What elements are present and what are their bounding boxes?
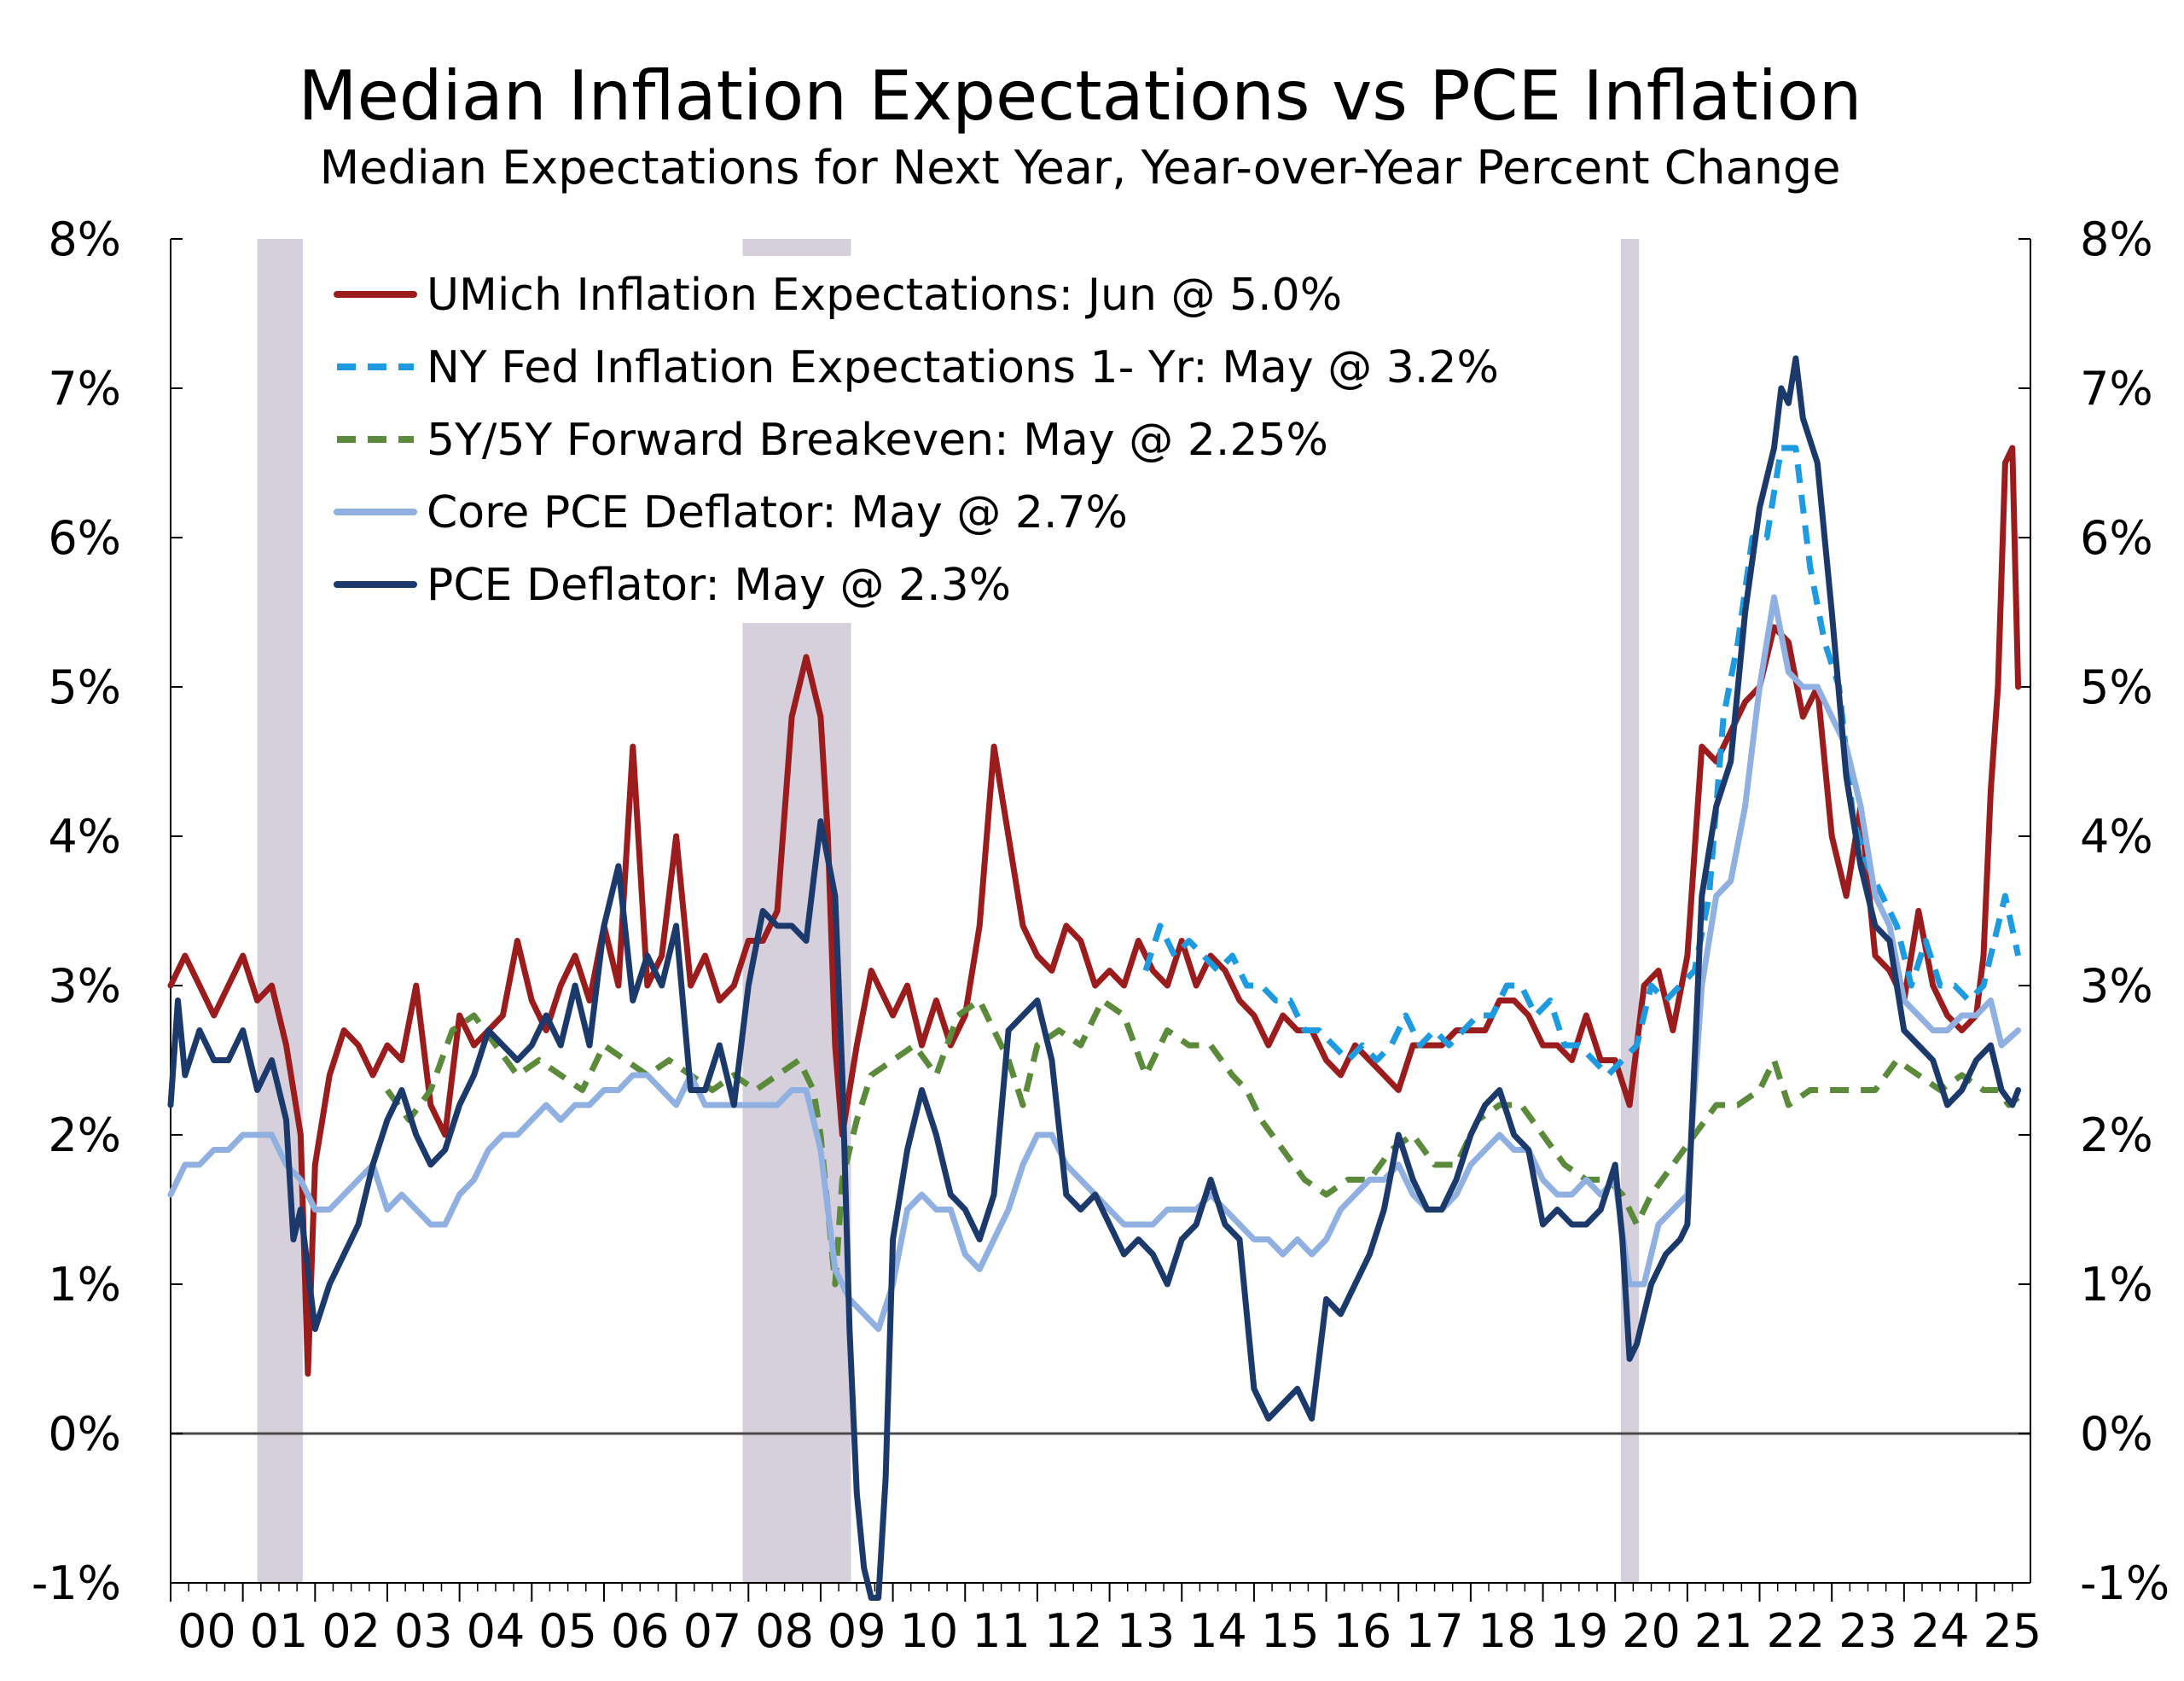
legend-label: 5Y/5Y Forward Breakeven: May @ 2.25% bbox=[427, 415, 1328, 466]
x-tick-label: 01 bbox=[250, 1604, 309, 1658]
legend-label: NY Fed Inflation Expectations 1- Yr: May… bbox=[427, 342, 1499, 393]
y-tick-label-right: 5% bbox=[2080, 660, 2153, 714]
x-tick-label: 08 bbox=[755, 1604, 814, 1658]
x-tick-label: 19 bbox=[1550, 1604, 1609, 1658]
y-tick-label-left: 0% bbox=[48, 1407, 121, 1461]
x-tick-label: 21 bbox=[1694, 1604, 1753, 1658]
x-tick-label: 13 bbox=[1117, 1604, 1176, 1658]
y-tick-label-right: 0% bbox=[2080, 1407, 2153, 1461]
legend-label: PCE Deflator: May @ 2.3% bbox=[427, 560, 1011, 611]
recession-band bbox=[257, 239, 303, 1583]
series-line-5 bbox=[167, 355, 2022, 1601]
x-tick-label: 10 bbox=[900, 1604, 959, 1658]
y-axis-left: -1% 0% 1% 2% 3% 4% 5% 6% 7% 8% bbox=[32, 212, 183, 1610]
chart-title: Median Inflation Expectations vs PCE Inf… bbox=[299, 56, 1862, 136]
y-tick-label-left: 7% bbox=[48, 362, 121, 416]
y-tick-label-right: -1% bbox=[2080, 1556, 2169, 1610]
legend-label: UMich Inflation Expectations: Jun @ 5.0% bbox=[427, 270, 1342, 321]
y-tick-label-right: 4% bbox=[2080, 810, 2153, 864]
y-tick-label-left: 6% bbox=[48, 511, 121, 565]
y-tick-label-left: 3% bbox=[48, 959, 121, 1013]
x-tick-label: 14 bbox=[1188, 1604, 1247, 1658]
x-tick-label: 03 bbox=[394, 1604, 453, 1658]
y-tick-label-left: 1% bbox=[48, 1258, 121, 1312]
legend-box bbox=[320, 256, 1600, 623]
y-tick-label-right: 2% bbox=[2080, 1108, 2153, 1162]
x-tick-label: 22 bbox=[1766, 1604, 1825, 1658]
legend-label: Core PCE Deflator: May @ 2.7% bbox=[427, 487, 1128, 538]
y-tick-label-right: 6% bbox=[2080, 511, 2153, 565]
x-tick-label: 11 bbox=[972, 1604, 1031, 1658]
x-tick-label: 17 bbox=[1405, 1604, 1464, 1658]
x-tick-label: 20 bbox=[1622, 1604, 1681, 1658]
y-tick-label-left: 8% bbox=[48, 212, 121, 266]
chart-subtitle: Median Expectations for Next Year, Year-… bbox=[320, 141, 1841, 195]
x-tick-label: 00 bbox=[177, 1604, 236, 1658]
x-tick-label: 06 bbox=[611, 1604, 670, 1658]
x-tick-label: 16 bbox=[1333, 1604, 1392, 1658]
x-tick-label: 24 bbox=[1911, 1604, 1970, 1658]
x-tick-label: 07 bbox=[683, 1604, 742, 1658]
x-tick-label: 12 bbox=[1044, 1604, 1103, 1658]
x-tick-label: 09 bbox=[828, 1604, 886, 1658]
series-line-1 bbox=[167, 445, 2022, 1377]
y-tick-label-left: 4% bbox=[48, 810, 121, 864]
x-tick-label: 25 bbox=[1983, 1604, 2042, 1658]
x-axis: 00 01 02 03 04 05 06 07 08 09 10 11 12 13 14 15 16 17 18 19… bbox=[170, 1583, 2042, 1658]
y-tick-label-left: 2% bbox=[48, 1108, 121, 1162]
x-tick-label: 18 bbox=[1478, 1604, 1536, 1658]
series-lines bbox=[167, 355, 2022, 1601]
y-tick-label-right: 8% bbox=[2080, 212, 2153, 266]
y-tick-label-right: 3% bbox=[2080, 959, 2153, 1013]
x-tick-label: 23 bbox=[1838, 1604, 1897, 1658]
y-tick-label-left: 5% bbox=[48, 660, 121, 714]
series-line-2 bbox=[1142, 445, 2022, 1079]
y-axis-right: -1% 0% 1% 2% 3% 4% 5% 6% 7% 8% bbox=[2018, 212, 2169, 1610]
y-tick-label-left: -1% bbox=[32, 1556, 121, 1610]
y-tick-label-right: 7% bbox=[2080, 362, 2153, 416]
legend: UMich Inflation Expectations: Jun @ 5.0%… bbox=[320, 256, 1600, 623]
x-tick-label: 02 bbox=[322, 1604, 380, 1658]
y-tick-label-right: 1% bbox=[2080, 1258, 2153, 1312]
x-tick-label: 15 bbox=[1261, 1604, 1320, 1658]
recession-band bbox=[1620, 239, 1640, 1583]
x-tick-label: 04 bbox=[467, 1604, 526, 1658]
x-tick-label: 05 bbox=[538, 1604, 597, 1658]
